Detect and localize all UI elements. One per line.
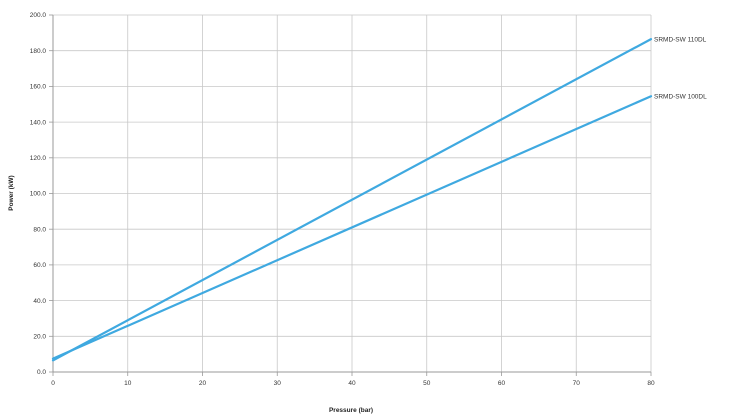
x-axis-ticks: 0 10 20 30 40 50 60 70 80 [51, 372, 655, 387]
y-tick-label: 120.0 [30, 155, 47, 162]
x-tick-label: 10 [124, 380, 132, 387]
y-axis-ticks: 0.0 20.0 40.0 60.0 80.0 100.0 120.0 140.0 160.0 1… [30, 12, 53, 376]
y-tick-label: 40.0 [33, 298, 46, 305]
y-tick-label: 100.0 [30, 191, 47, 198]
y-tick-label: 0.0 [37, 369, 46, 376]
x-tick-label: 30 [274, 380, 282, 387]
y-tick-label: 160.0 [30, 84, 47, 91]
series-labels: SRMD-SW 110DL SRMD-SW 100DL [654, 36, 707, 100]
x-tick-label: 70 [573, 380, 581, 387]
x-axis-title: Pressure (bar) [329, 407, 373, 414]
x-tick-label: 80 [647, 380, 655, 387]
x-tick-label: 20 [199, 380, 207, 387]
y-tick-label: 180.0 [30, 48, 47, 55]
y-tick-label: 200.0 [30, 12, 47, 19]
x-tick-label: 60 [498, 380, 506, 387]
x-tick-label: 50 [423, 380, 431, 387]
series-label-1: SRMD-SW 110DL [654, 36, 707, 43]
series-line-1 [51, 37, 653, 362]
x-tick-label: 0 [51, 380, 55, 387]
series-group [51, 37, 653, 362]
y-tick-label: 140.0 [30, 119, 47, 126]
y-tick-label: 20.0 [33, 334, 46, 341]
x-tick-label: 40 [348, 380, 356, 387]
series-line-2 [51, 95, 653, 360]
y-axis-title: Power (kW) [8, 175, 15, 210]
series-label-2: SRMD-SW 100DL [654, 93, 707, 100]
y-tick-label: 80.0 [33, 226, 46, 233]
y-tick-label: 60.0 [33, 262, 46, 269]
